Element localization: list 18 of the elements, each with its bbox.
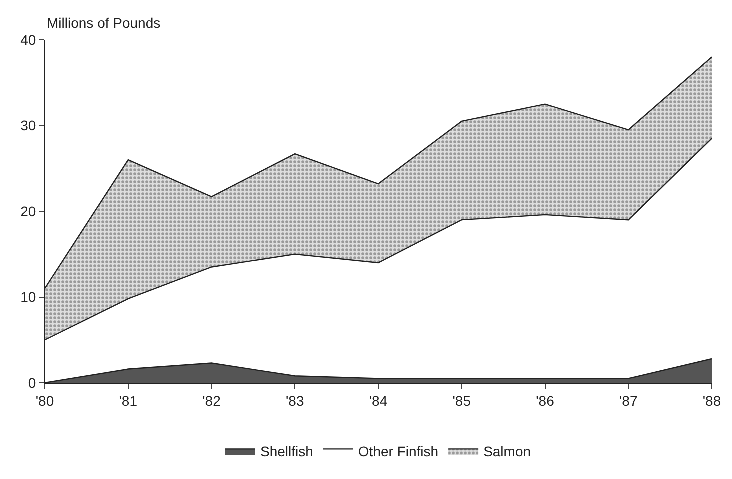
x-tick-label: '82 xyxy=(202,392,222,409)
x-tick-label: '80 xyxy=(36,392,54,409)
x-tick-label: '84 xyxy=(369,392,388,409)
y-tick-label: 30 xyxy=(20,118,36,134)
y-tick-label: 0 xyxy=(28,374,36,391)
y-tick-label: 10 xyxy=(20,289,36,306)
y-tick-label: 20 xyxy=(20,203,36,220)
y-axis-title: Millions of Pounds xyxy=(47,15,161,31)
x-tick-label: '85 xyxy=(452,392,472,409)
x-tick-label: '83 xyxy=(286,392,304,409)
x-tick-label: '81 xyxy=(119,392,138,409)
legend-label: Other Finfish xyxy=(358,444,439,460)
legend-label: Shellfish xyxy=(260,444,314,460)
x-tick-label: '87 xyxy=(620,392,638,409)
x-tick-label: '86 xyxy=(536,392,555,409)
x-tick-label: '88 xyxy=(702,392,722,409)
y-tick-label: 40 xyxy=(20,32,36,48)
legend-label: Salmon xyxy=(484,444,532,460)
